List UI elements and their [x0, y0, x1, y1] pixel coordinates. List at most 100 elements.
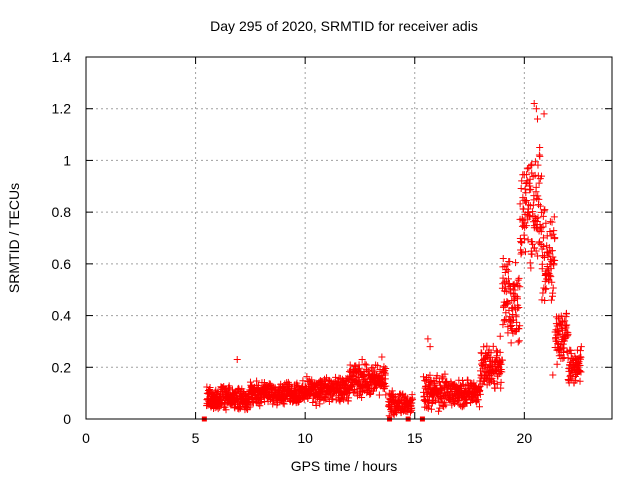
data-point [540, 207, 548, 215]
data-point [433, 372, 441, 380]
data-point [372, 383, 380, 391]
x-axis-label: GPS time / hours [291, 458, 398, 474]
data-point [524, 236, 532, 244]
data-point [534, 192, 542, 200]
data-point [498, 356, 506, 364]
data-point [549, 284, 557, 292]
data-point [576, 377, 584, 385]
data-point [374, 362, 382, 370]
data-point [499, 321, 507, 329]
data-point [550, 213, 558, 221]
data-point [532, 183, 540, 191]
data-point [380, 363, 388, 371]
data-point [534, 214, 542, 222]
data-point [516, 283, 524, 291]
data-point [516, 322, 524, 330]
data-point [522, 197, 530, 205]
data-point [498, 368, 506, 376]
data-point [547, 273, 555, 281]
data-point [366, 390, 374, 398]
data-point [419, 373, 427, 381]
data-point [546, 271, 554, 279]
data-point [499, 254, 507, 262]
data-point [441, 370, 449, 378]
data-point [515, 304, 523, 312]
data-point [454, 397, 462, 405]
data-point [560, 344, 568, 352]
data-point [562, 309, 570, 317]
data-point [547, 296, 555, 304]
y-tick-label: 0.8 [52, 204, 72, 220]
data-point [545, 250, 553, 258]
data-point [524, 208, 532, 216]
data-point [576, 361, 584, 369]
data-point [345, 394, 353, 402]
data-point [476, 390, 484, 398]
data-point [527, 162, 535, 170]
data-point [511, 286, 519, 294]
data-point [577, 353, 585, 361]
data-point [522, 189, 530, 197]
data-point [557, 312, 565, 320]
data-point [424, 335, 432, 343]
data-point [326, 377, 334, 385]
data-point [556, 330, 564, 338]
data-point [303, 373, 311, 381]
data-point [513, 318, 521, 326]
data-point [435, 378, 443, 386]
data-point [382, 364, 390, 372]
data-point [388, 387, 396, 395]
data-point [523, 165, 531, 173]
data-point [312, 402, 320, 410]
data-point [233, 356, 241, 364]
data-point [542, 219, 550, 227]
data-point [505, 280, 513, 288]
data-point [529, 201, 537, 209]
data-point [308, 376, 316, 384]
data-point [527, 264, 535, 272]
data-point [349, 388, 357, 396]
data-point [497, 378, 505, 386]
data-point [426, 371, 434, 379]
data-point [541, 206, 549, 214]
data-point [533, 115, 541, 123]
data-point [520, 235, 528, 243]
data-point [522, 248, 530, 256]
data-point [539, 223, 547, 231]
data-point [507, 339, 515, 347]
data-point [382, 382, 390, 390]
data-point [381, 375, 389, 383]
data-point [572, 376, 580, 384]
data-point [539, 212, 547, 220]
data-point [536, 202, 544, 210]
data-point [545, 244, 553, 252]
data-point [378, 353, 386, 361]
data-point [542, 285, 550, 293]
data-point [501, 268, 509, 276]
data-point [526, 182, 534, 190]
y-tick-label: 1.4 [52, 49, 72, 65]
x-tick-label: 5 [192, 430, 200, 446]
data-point [254, 381, 262, 389]
data-point [376, 367, 384, 375]
data-point [361, 360, 369, 368]
data-point [514, 295, 522, 303]
data-point [435, 407, 443, 415]
data-point [309, 399, 317, 407]
data-point [545, 270, 553, 278]
data-point [539, 234, 547, 242]
data-point [515, 274, 523, 282]
data-point [358, 394, 366, 402]
data-point [549, 253, 557, 261]
data-point [387, 406, 395, 414]
data-point [541, 297, 549, 305]
data-point [206, 388, 214, 396]
y-tick-label: 0.4 [52, 308, 72, 324]
data-point [504, 299, 512, 307]
y-tick-label: 0.6 [52, 256, 72, 272]
data-point [483, 342, 491, 350]
data-point [535, 179, 543, 187]
data-point [564, 331, 572, 339]
data-point [545, 277, 553, 285]
